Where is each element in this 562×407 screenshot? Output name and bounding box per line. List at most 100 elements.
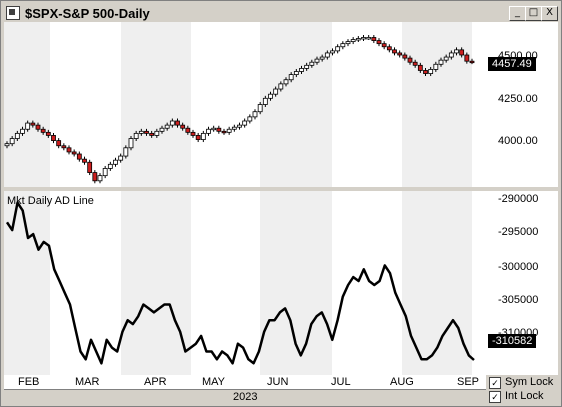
ad-line-chart xyxy=(5,201,475,365)
price-candle xyxy=(9,138,15,145)
price-candle xyxy=(319,56,325,60)
price-candle xyxy=(237,124,242,128)
price-candle xyxy=(469,60,475,64)
sym-lock-label: Sym Lock xyxy=(505,376,554,388)
int-lock-label: Int Lock xyxy=(505,390,544,402)
price-candle xyxy=(40,128,46,133)
y-tick-label: 4250.00 xyxy=(498,93,538,105)
month-shade xyxy=(121,191,191,375)
price-candle xyxy=(76,153,82,160)
month-shade xyxy=(260,22,332,187)
x-tick-label: APR xyxy=(144,376,167,388)
price-candle xyxy=(221,130,227,134)
price-candle xyxy=(149,132,155,136)
price-candle xyxy=(138,130,144,134)
price-candle xyxy=(361,37,366,40)
price-candle xyxy=(97,175,103,182)
price-candle xyxy=(371,37,377,41)
int-lock-checkbox[interactable]: ✓ xyxy=(489,391,501,403)
price-candle xyxy=(407,57,413,63)
x-tick-label: AUG xyxy=(390,376,414,388)
price-candle xyxy=(169,120,175,126)
y-tick-label: -290000 xyxy=(498,193,539,205)
price-candle xyxy=(82,158,87,163)
price-candle xyxy=(309,61,315,66)
close-button[interactable]: X xyxy=(541,6,558,21)
x-tick-label: MAY xyxy=(202,376,226,388)
minimize-button[interactable]: _ xyxy=(509,6,526,21)
price-candle xyxy=(154,130,160,136)
price-candle xyxy=(366,37,372,40)
price-candle xyxy=(262,97,268,105)
sym-lock-checkbox[interactable]: ✓ xyxy=(489,377,501,389)
price-candle xyxy=(66,147,72,153)
ad-line-panel[interactable]: Mkt Daily AD Line xyxy=(4,191,486,375)
price-candle xyxy=(454,49,459,54)
price-candle xyxy=(330,50,335,54)
last-price-tag: 4457.49 xyxy=(488,57,536,71)
price-candle xyxy=(107,163,113,169)
price-candle xyxy=(14,132,20,139)
price-chart xyxy=(4,34,475,184)
price-candle xyxy=(51,135,56,141)
price-candle xyxy=(92,172,98,182)
x-tick-label: SEP xyxy=(457,376,480,388)
price-candle xyxy=(71,151,77,155)
price-candle xyxy=(299,68,304,72)
price-candle xyxy=(257,104,263,113)
price-candle xyxy=(304,64,310,69)
price-candle xyxy=(87,161,93,173)
price-candle xyxy=(443,56,449,61)
price-candle xyxy=(324,52,330,58)
price-candle xyxy=(123,147,129,157)
price-candle xyxy=(61,145,67,149)
price-candle xyxy=(428,69,434,74)
year-bar: 2023 xyxy=(4,389,486,404)
price-candle xyxy=(314,58,320,63)
price-candle xyxy=(102,168,108,177)
price-candle xyxy=(376,40,382,45)
price-candle xyxy=(335,46,341,52)
price-candle xyxy=(4,143,10,147)
x-tick-label: JUN xyxy=(267,376,289,388)
price-candle xyxy=(206,128,211,134)
title-bar[interactable]: $SPX-S&P 500-Daily _ □ X xyxy=(3,3,559,23)
price-candle xyxy=(20,128,25,134)
price-candle xyxy=(144,130,149,134)
price-candle xyxy=(133,132,139,139)
price-y-axis: 4500.00 4250.00 4000.00 4457.49 xyxy=(486,22,558,187)
price-candle xyxy=(402,54,408,59)
ad-line-series xyxy=(5,201,475,365)
price-candle xyxy=(247,116,253,122)
price-candle xyxy=(345,41,351,45)
price-candle xyxy=(433,63,439,70)
price-chart-panel[interactable] xyxy=(4,22,486,187)
price-candle xyxy=(185,127,191,133)
price-candle xyxy=(438,59,444,65)
x-tick-label: FEB xyxy=(18,376,40,388)
price-candle xyxy=(200,132,206,140)
month-shade xyxy=(4,191,50,375)
price-candle xyxy=(216,127,222,132)
price-candle xyxy=(159,127,165,132)
indicator-label: Mkt Daily AD Line xyxy=(7,195,94,207)
y-tick-label: 4000.00 xyxy=(498,135,538,147)
price-candle xyxy=(283,79,289,85)
price-candle xyxy=(392,49,397,54)
price-candle xyxy=(25,122,31,130)
x-tick-label: MAR xyxy=(75,376,100,388)
price-candle xyxy=(190,131,196,136)
price-candle xyxy=(273,88,279,95)
price-candle xyxy=(56,140,62,147)
price-candle xyxy=(195,135,201,140)
price-candle xyxy=(45,131,51,136)
price-candle xyxy=(278,83,284,90)
year-label: 2023 xyxy=(233,391,258,403)
maximize-button[interactable]: □ xyxy=(525,6,542,21)
price-candle xyxy=(448,52,454,58)
price-candle xyxy=(118,155,124,161)
price-candle xyxy=(164,124,170,129)
price-candle xyxy=(459,49,465,56)
price-candle xyxy=(293,71,299,75)
window-menu-icon[interactable] xyxy=(6,6,20,20)
